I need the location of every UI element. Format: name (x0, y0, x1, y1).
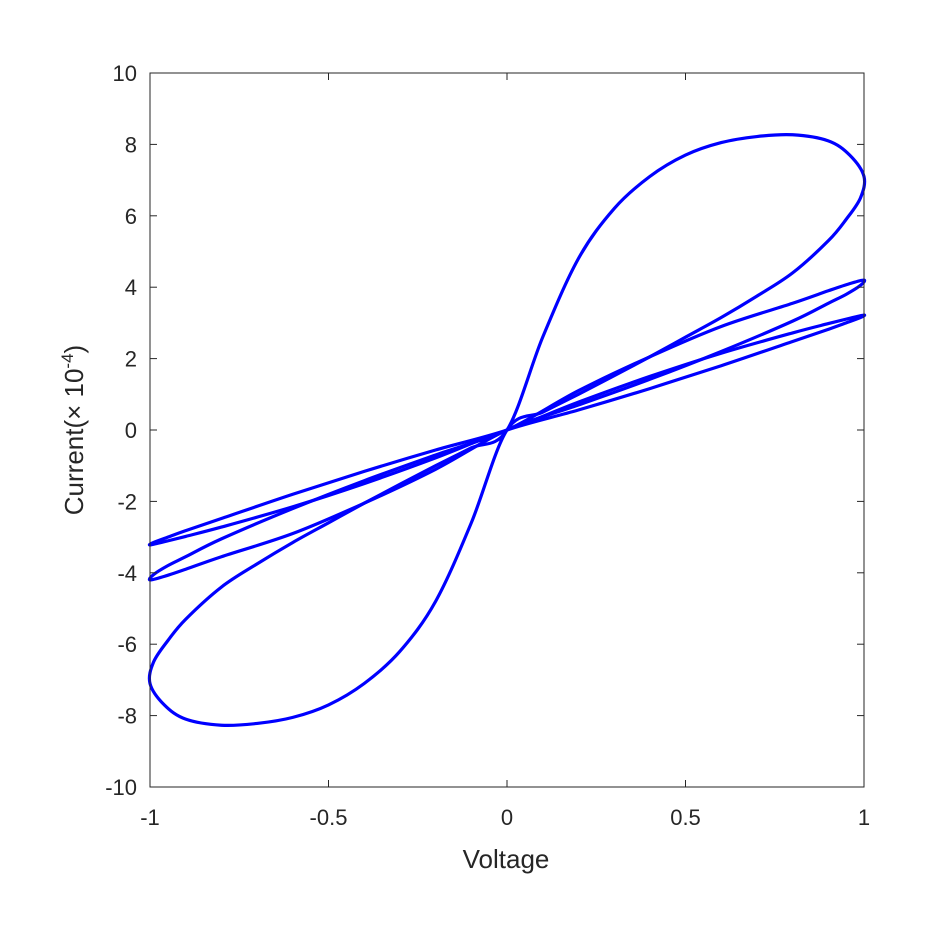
x-tick-labels: -1 -0.5 0 0.5 1 (140, 805, 870, 830)
y-tick-label: -6 (117, 632, 137, 657)
y-tick-labels: -10 -8 -6 -4 -2 0 2 4 6 8 10 (105, 61, 137, 800)
y-axis-label-suffix: ) (59, 345, 89, 354)
y-tick-label: -4 (117, 561, 137, 586)
y-tick-label: 8 (125, 132, 137, 157)
x-tick-label: -0.5 (310, 805, 348, 830)
x-tick-label: 0.5 (670, 805, 701, 830)
series-layer (147, 132, 867, 728)
y-tick-label: -8 (117, 704, 137, 729)
y-tick-label: 4 (125, 275, 137, 300)
y-tick-label: 10 (113, 61, 137, 86)
y-axis-label-exponent: -4 (58, 353, 77, 368)
x-tick-label: 1 (858, 805, 870, 830)
y-tick-label: -10 (105, 775, 137, 800)
x-tick-label: -1 (140, 805, 160, 830)
plot-area-box (149, 72, 865, 788)
y-tick-label: -2 (117, 489, 137, 514)
x-axis-label: Voltage (463, 844, 550, 874)
y-axis-label: Current(× 10-4) (58, 345, 89, 515)
y-tick-label: 0 (125, 418, 137, 443)
series-line-3 (147, 313, 867, 547)
y-axis-label-main: Current(× 10 (59, 369, 89, 516)
y-tick-label: 6 (125, 204, 137, 229)
y-tick-label: 2 (125, 347, 137, 372)
x-tick-label: 0 (501, 805, 513, 830)
